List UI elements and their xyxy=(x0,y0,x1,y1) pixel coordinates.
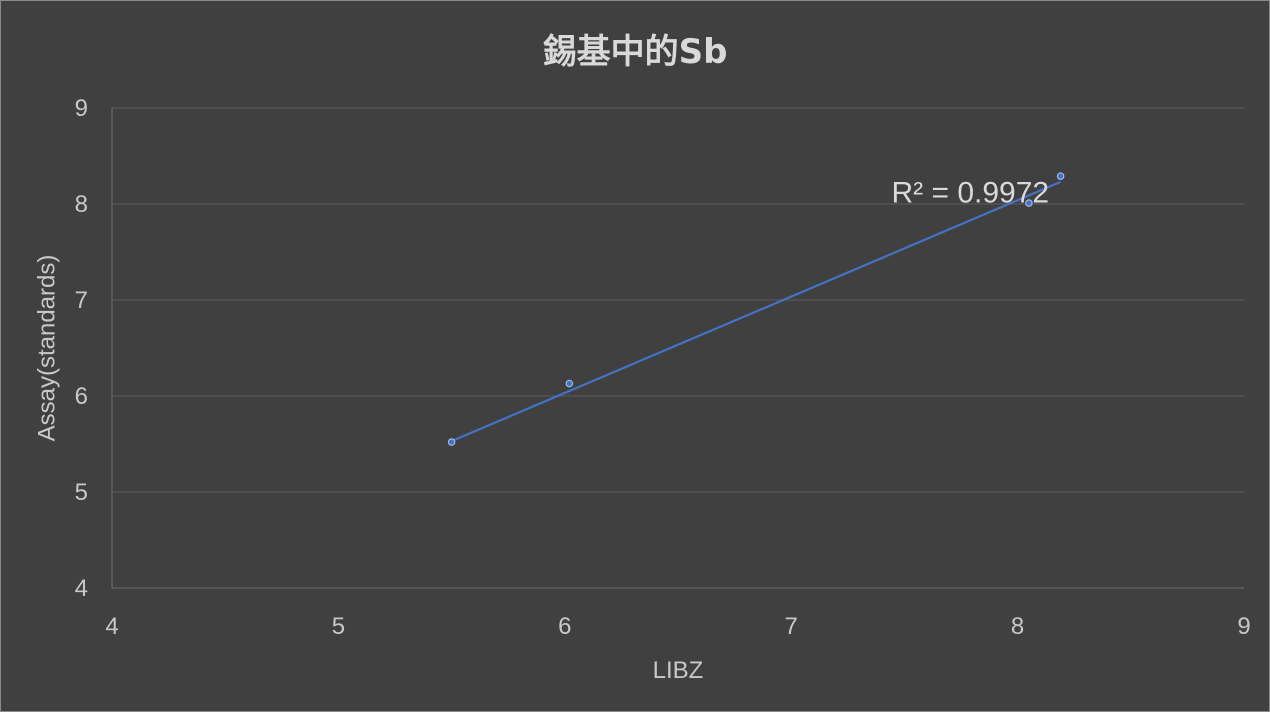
y-tick-label: 9 xyxy=(75,95,88,122)
grid xyxy=(112,107,1244,493)
y-axis-title: Assay(standards) xyxy=(34,255,61,442)
y-tick-label: 8 xyxy=(75,191,88,218)
trendline-layer xyxy=(451,180,1062,443)
y-tick-label: 5 xyxy=(75,479,88,506)
x-tick-label: 9 xyxy=(1237,613,1250,640)
data-point xyxy=(447,438,456,446)
x-tick-label: 4 xyxy=(105,613,118,640)
x-tick-label: 8 xyxy=(1011,613,1024,640)
y-tick-label: 7 xyxy=(75,287,88,314)
annotations: R² = 0.9972 xyxy=(892,177,1050,210)
y-tick-label: 6 xyxy=(75,383,88,410)
x-tick-label: 6 xyxy=(558,613,571,640)
data-point xyxy=(565,379,574,388)
x-tick-label: 5 xyxy=(332,613,345,640)
axes: 4 5 6 7 8 9 4 5 6 7 8 9 xyxy=(75,95,1251,640)
chart-title: 錫基中的Sb xyxy=(543,32,728,72)
y-tick-label: 4 xyxy=(75,575,88,602)
trendline xyxy=(451,180,1062,443)
data-point xyxy=(1025,199,1033,207)
r-squared-label: R² = 0.9972 xyxy=(892,177,1050,210)
x-axis-title: LIBZ xyxy=(653,657,704,684)
x-tick-label: 7 xyxy=(785,613,798,640)
data-points xyxy=(447,172,1065,446)
data-point xyxy=(1056,172,1065,180)
